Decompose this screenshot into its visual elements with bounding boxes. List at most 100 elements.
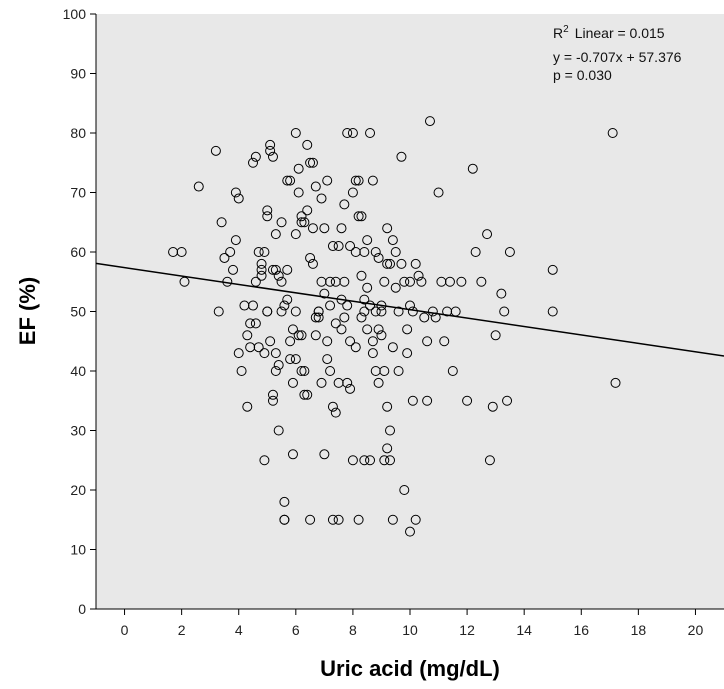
- data-point: [265, 139, 276, 150]
- data-point: [347, 187, 358, 198]
- data-point: [216, 217, 227, 228]
- data-point: [439, 336, 450, 347]
- data-point: [259, 348, 270, 359]
- data-point: [607, 128, 618, 138]
- x-tick-label: 16: [573, 622, 589, 638]
- data-point: [396, 258, 407, 269]
- data-point: [373, 377, 384, 388]
- data-point: [267, 264, 278, 275]
- r2-superscript: 2: [563, 24, 569, 35]
- data-point: [310, 181, 321, 192]
- data-point: [307, 223, 318, 234]
- data-point: [422, 336, 433, 347]
- x-tick-label: 8: [349, 622, 357, 638]
- data-point: [373, 324, 384, 335]
- data-point: [245, 318, 256, 329]
- data-point: [265, 336, 276, 347]
- x-tick-label: 18: [631, 622, 647, 638]
- data-point: [416, 276, 427, 287]
- data-point: [296, 330, 307, 341]
- data-point: [422, 395, 433, 406]
- stats-annotation: R2 Linear = 0.015 y = -0.707x + 57.376 p …: [553, 24, 682, 83]
- data-point: [307, 258, 318, 269]
- data-point: [359, 247, 370, 257]
- data-point: [282, 175, 293, 186]
- data-point: [270, 264, 281, 275]
- data-point: [210, 145, 221, 156]
- data-point: [296, 217, 307, 228]
- data-point: [287, 449, 298, 460]
- data-point: [310, 330, 321, 341]
- y-tick-label: 30: [70, 423, 86, 439]
- data-point: [236, 366, 247, 376]
- data-point: [290, 229, 301, 240]
- data-point: [373, 252, 384, 263]
- data-point: [376, 306, 387, 317]
- plot-area: [96, 14, 724, 609]
- data-point: [230, 235, 241, 246]
- data-point: [385, 455, 396, 466]
- data-point: [259, 455, 270, 466]
- data-point: [365, 128, 376, 138]
- data-point: [410, 258, 421, 269]
- data-point: [302, 139, 313, 150]
- data-point: [547, 306, 558, 317]
- data-point: [336, 223, 347, 234]
- r2-label: R2 Linear = 0.015: [553, 24, 665, 41]
- data-point: [333, 241, 344, 252]
- data-point: [322, 336, 333, 347]
- data-point: [322, 175, 333, 186]
- y-tick-label: 0: [78, 601, 86, 617]
- data-point: [467, 163, 478, 174]
- data-point: [250, 151, 261, 162]
- data-point: [287, 377, 298, 388]
- data-point: [345, 336, 356, 347]
- y-tick-label: 40: [70, 363, 86, 379]
- data-point: [367, 336, 378, 347]
- data-point: [245, 342, 256, 353]
- x-tick-label: 14: [516, 622, 532, 638]
- data-point: [356, 312, 367, 323]
- x-tick-label: 12: [459, 622, 475, 638]
- data-point: [504, 247, 515, 257]
- data-point: [442, 306, 453, 317]
- data-point: [356, 270, 367, 281]
- data-point: [259, 247, 270, 257]
- y-tick-label: 50: [70, 304, 86, 320]
- data-point: [379, 276, 390, 287]
- data-point: [376, 330, 387, 341]
- data-point: [256, 258, 267, 269]
- data-point: [250, 318, 261, 329]
- data-point: [336, 324, 347, 335]
- data-point: [382, 443, 393, 454]
- r2-value: Linear = 0.015: [575, 25, 665, 41]
- data-point: [293, 330, 304, 341]
- data-point: [333, 514, 344, 525]
- data-point: [359, 294, 370, 305]
- data-point: [319, 223, 330, 234]
- data-point: [319, 449, 330, 460]
- data-point: [382, 223, 393, 234]
- data-point: [379, 455, 390, 466]
- data-point: [353, 514, 364, 525]
- data-point: [273, 270, 284, 281]
- data-point: [242, 330, 253, 341]
- y-axis-title: EF (%): [15, 277, 40, 345]
- data-point: [379, 366, 390, 376]
- data-point: [382, 258, 393, 269]
- data-point: [393, 306, 404, 317]
- data-point: [347, 455, 358, 466]
- data-point: [262, 306, 273, 317]
- data-point: [484, 455, 495, 466]
- data-point: [345, 241, 356, 252]
- data-point: [302, 389, 313, 400]
- data-point: [365, 300, 376, 311]
- data-point: [419, 312, 430, 323]
- data-point: [496, 288, 507, 299]
- data-point: [296, 366, 307, 376]
- data-point: [347, 128, 358, 138]
- data-point: [330, 407, 341, 418]
- data-point: [290, 128, 301, 138]
- data-point: [256, 270, 267, 281]
- data-point: [285, 175, 296, 186]
